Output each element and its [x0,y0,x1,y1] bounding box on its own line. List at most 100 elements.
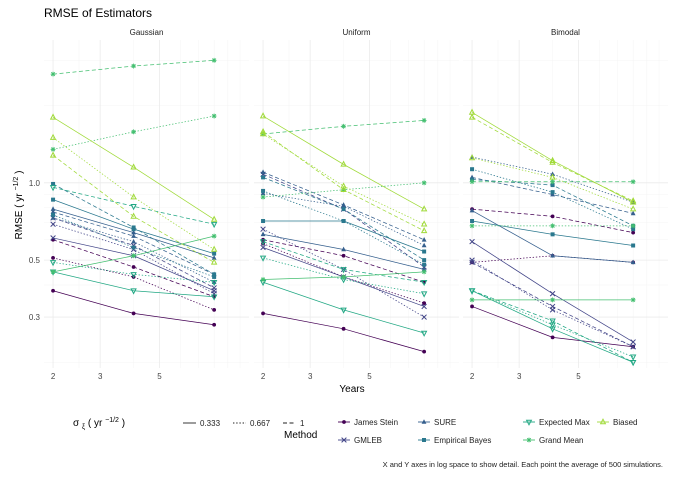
sigma-key-0-333: 0.333 [183,419,221,428]
data-point [51,181,56,186]
data-point [341,274,346,280]
data-point [212,251,217,256]
data-point [51,212,56,217]
method-key-marker [525,419,533,426]
data-point [421,314,427,320]
data-point [340,307,347,314]
sigma-key-label: 1 [300,419,305,428]
method-key-label: Empirical Bayes [434,436,491,445]
series-line [471,177,634,214]
data-point [420,226,428,234]
data-point [212,307,217,312]
data-point [468,154,476,161]
y-axis-title: RMSE ( yr −1/2 ) [10,171,25,240]
series-line [52,211,215,275]
data-point [210,258,218,265]
data-point [629,359,637,367]
data-point [420,279,428,287]
data-point [420,330,428,337]
sigma-key-label: 0.667 [250,419,271,428]
data-point [50,71,56,77]
series-gmleb-sigma-0-333 [469,238,636,345]
x-axis-title: Years [339,384,364,395]
series-grand-mean-sigma-0-333 [260,269,427,282]
data-point [259,112,267,119]
data-point [550,190,555,195]
method-key-marker [421,419,427,424]
data-point [51,288,55,293]
facet-label-uniform: Uniform [342,28,370,37]
panel-bimodal: Bimodal 2 3 5 [463,28,668,381]
data-point [631,243,636,248]
data-point [49,185,57,192]
sigma-legend: σ ξ ( yr −1/2 ) 0.333 0.667 1 [73,414,305,432]
x-tick-label: 2 [261,372,266,381]
data-point [130,163,137,170]
data-point [212,322,217,327]
data-point [341,219,346,224]
sigma-exponent: −1/2 [105,417,119,424]
y-axis-title-text: RMSE [14,210,25,239]
data-point [630,297,636,303]
data-point [341,202,346,207]
series-empirical-bayes-sigma-1 [261,175,427,263]
data-point [211,233,217,239]
data-point [421,269,427,275]
data-point [261,175,266,180]
data-point [260,194,266,200]
series-biased-sigma-0-333 [259,112,428,212]
data-point [131,265,136,269]
method-key-marker [341,437,347,443]
data-point [468,288,476,295]
data-point [130,272,137,279]
data-point [210,294,218,301]
data-point [261,219,266,224]
data-point [50,146,56,152]
chart-caption: X and Y axes in log space to show detail… [383,460,663,469]
x-tick-label: 3 [517,372,522,381]
data-point [50,221,56,227]
data-point [631,227,636,232]
data-point [422,258,427,263]
data-point [631,230,636,235]
data-point [469,238,475,245]
data-point [50,209,56,214]
data-point [549,158,556,165]
data-point [630,259,636,265]
series-empirical-bayes-sigma-1 [51,181,217,277]
method-key-marker [422,438,426,442]
series-gmleb-sigma-0-667 [50,221,217,297]
data-point [210,221,218,229]
series-line [52,187,215,225]
series-grand-mean-sigma-0-667 [50,113,217,152]
sigma-legend-title: σ ξ ( yr −1/2 ) [73,414,125,432]
y-tick-label: 0.3 [29,313,41,322]
data-point [549,318,556,325]
data-point [422,301,427,306]
data-point [341,246,346,252]
series-line [262,257,425,295]
data-point [51,256,55,260]
x-tick-label: 3 [98,372,103,381]
data-point [341,207,346,212]
data-point [421,118,427,123]
x-tick-label: 2 [470,372,475,381]
data-point [131,233,136,238]
series-gmleb-sigma-1 [469,259,636,350]
data-point [421,236,427,242]
data-point [470,219,475,224]
data-point [50,235,56,241]
series-empirical-bayes-sigma-0-667 [261,188,427,267]
sigma-unit: yr [94,418,103,429]
sigma-key-0-667: 0.667 [233,419,271,428]
data-point [630,179,636,185]
series-line [471,259,634,348]
series-sure-sigma-0-333 [50,206,217,260]
data-point [469,179,475,185]
data-point [260,231,266,237]
series-sure-sigma-1 [260,169,427,242]
data-point [469,257,475,263]
data-point [469,259,475,266]
series-line [471,116,634,202]
